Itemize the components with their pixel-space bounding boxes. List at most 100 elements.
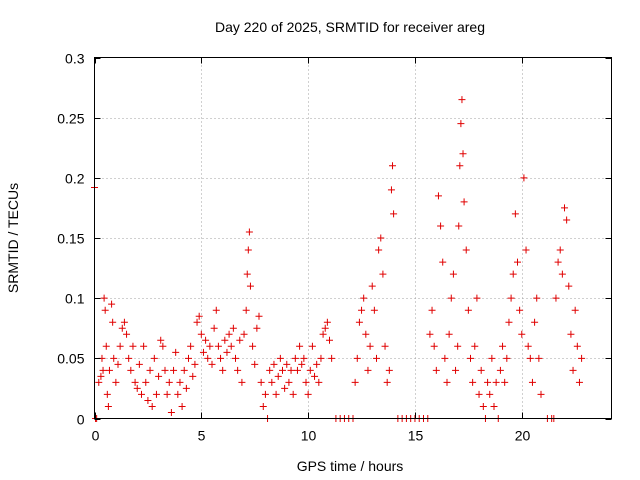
- data-point: [206, 342, 214, 350]
- x-tick-label: 5: [198, 428, 206, 444]
- data-point: [578, 354, 586, 362]
- data-point: [274, 372, 282, 380]
- data-point: [243, 270, 251, 278]
- data-point: [573, 342, 581, 350]
- data-point: [193, 318, 201, 326]
- data-point: [449, 270, 457, 278]
- data-point: [317, 354, 325, 362]
- data-point: [528, 378, 536, 386]
- data-point: [457, 120, 465, 128]
- data-point: [110, 354, 118, 362]
- data-point: [253, 324, 261, 332]
- data-point: [475, 390, 483, 398]
- data-point: [240, 330, 248, 338]
- data-point: [152, 390, 160, 398]
- data-point: [511, 210, 519, 218]
- data-point: [187, 342, 195, 350]
- data-point: [561, 204, 568, 212]
- data-point: [567, 330, 575, 338]
- data-point: [279, 366, 286, 374]
- data-point: [575, 378, 583, 386]
- data-point: [234, 366, 242, 374]
- data-point: [471, 342, 479, 350]
- data-point: [225, 330, 233, 338]
- data-point: [227, 342, 235, 350]
- data-point: [104, 402, 112, 410]
- data-point: [428, 306, 436, 314]
- data-point: [268, 378, 276, 386]
- grid-layer: [94, 57, 612, 419]
- data-point: [161, 366, 169, 374]
- data-point: [464, 306, 472, 314]
- data-point: [108, 300, 116, 308]
- y-tick-label: 0.15: [57, 231, 84, 247]
- axis-ticks: 0 0.05 0.1 0.15 0.2 0.25 0.3 0 5 10 15 20: [57, 51, 612, 444]
- data-point: [103, 390, 111, 398]
- data-point: [460, 198, 468, 206]
- data-point: [170, 366, 178, 374]
- data-point: [118, 324, 126, 332]
- y-tick-label: 0.2: [65, 171, 85, 187]
- data-point: [379, 270, 387, 278]
- data-point: [556, 246, 564, 254]
- data-points: [91, 96, 586, 422]
- y-tick-label: 0.05: [57, 351, 84, 367]
- data-point: [202, 336, 210, 344]
- data-point: [242, 306, 250, 314]
- data-point: [304, 390, 312, 398]
- data-point: [355, 318, 363, 326]
- data-point: [296, 342, 304, 350]
- x-tick-label: 10: [301, 428, 317, 444]
- data-point: [488, 354, 496, 362]
- data-point: [537, 390, 545, 398]
- data-point: [255, 312, 263, 320]
- data-point: [144, 396, 152, 404]
- data-point: [112, 378, 120, 386]
- data-point: [116, 342, 124, 350]
- data-point: [439, 258, 447, 266]
- data-point: [140, 342, 148, 350]
- data-point: [554, 258, 562, 266]
- data-point: [492, 378, 500, 386]
- data-point: [105, 366, 113, 374]
- data-point: [375, 246, 383, 254]
- data-point: [302, 378, 310, 386]
- y-tick-label: 0: [77, 412, 85, 428]
- data-point: [552, 294, 560, 302]
- data-point: [518, 330, 526, 338]
- data-point: [452, 366, 460, 374]
- data-point: [135, 360, 143, 368]
- data-point: [236, 336, 244, 344]
- data-point: [100, 294, 108, 302]
- data-point: [276, 354, 284, 362]
- data-point: [571, 306, 579, 314]
- data-point: [167, 408, 175, 416]
- data-point: [123, 330, 131, 338]
- data-point: [185, 354, 192, 362]
- data-point: [467, 354, 474, 362]
- data-point: [125, 354, 133, 362]
- data-point: [389, 162, 397, 170]
- y-tick-label: 0.25: [57, 111, 84, 127]
- data-point: [219, 366, 227, 374]
- data-point: [97, 372, 105, 380]
- data-point: [514, 258, 521, 266]
- data-point: [362, 330, 370, 338]
- data-point: [229, 324, 237, 332]
- data-point: [257, 378, 265, 386]
- data-point: [456, 162, 464, 170]
- data-point: [300, 354, 308, 362]
- data-point: [323, 318, 331, 326]
- data-point: [289, 390, 297, 398]
- y-tick-label: 0.1: [65, 291, 85, 307]
- data-point: [204, 354, 212, 362]
- data-point: [199, 348, 207, 356]
- data-point: [232, 354, 239, 362]
- data-point: [437, 222, 445, 230]
- data-point: [373, 354, 380, 362]
- data-point: [272, 390, 280, 398]
- data-point: [244, 246, 252, 254]
- data-point: [387, 186, 395, 194]
- data-point: [328, 354, 336, 362]
- data-point: [522, 246, 530, 254]
